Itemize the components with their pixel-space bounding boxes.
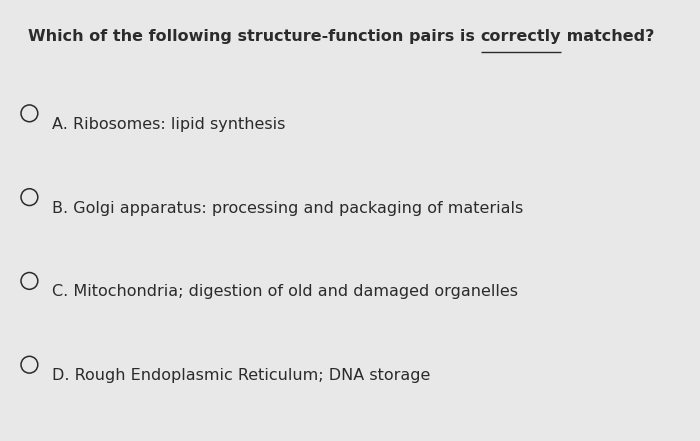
Text: correctly: correctly bbox=[480, 29, 561, 44]
Text: Which of the following structure-function pairs is: Which of the following structure-functio… bbox=[28, 29, 480, 44]
Text: A. Ribosomes: lipid synthesis: A. Ribosomes: lipid synthesis bbox=[52, 117, 286, 132]
Text: matched?: matched? bbox=[561, 29, 654, 44]
Text: B. Golgi apparatus: processing and packaging of materials: B. Golgi apparatus: processing and packa… bbox=[52, 201, 524, 216]
Text: D. Rough Endoplasmic Reticulum; DNA storage: D. Rough Endoplasmic Reticulum; DNA stor… bbox=[52, 368, 431, 383]
Text: C. Mitochondria; digestion of old and damaged organelles: C. Mitochondria; digestion of old and da… bbox=[52, 284, 519, 299]
